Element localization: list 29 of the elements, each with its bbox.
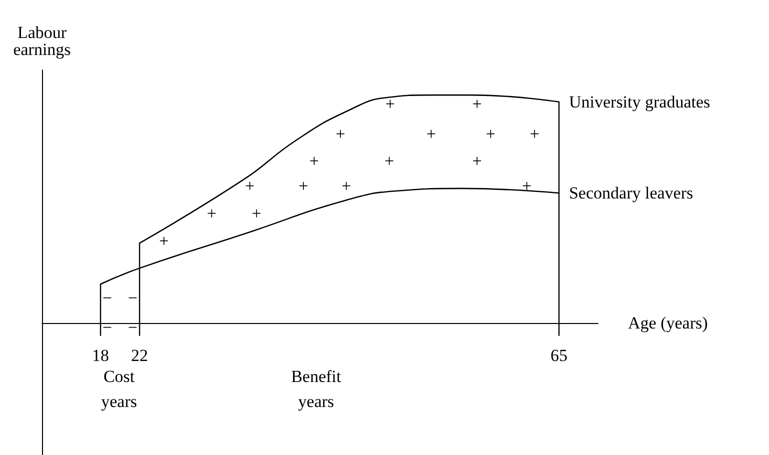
annotation: − [128,318,138,337]
annotation: + [522,176,532,196]
text: Benefit years [291,366,342,411]
annotation: + [384,152,394,171]
annotation: + [252,204,262,224]
x-tick-label: 18 [92,346,110,365]
y-axis-title: Labour earnings [13,23,71,59]
annotation: + [472,152,482,171]
annotation: + [159,231,169,250]
x-axis-title: Age (years) [628,313,708,332]
series-label: Secondary leavers [568,184,694,203]
annotation: − [128,288,138,308]
x-tick-label: 22 [131,346,148,365]
annotation: − [102,318,112,337]
annotation: + [426,124,436,144]
annotation: + [472,94,482,114]
x-tick-label: 65 [550,346,568,365]
annotation: + [486,124,496,144]
text: Cost years [101,366,137,411]
annotation: + [530,124,540,144]
annotation: + [298,176,308,196]
annotation: + [385,94,396,114]
annotation: + [336,124,346,144]
annotation: + [342,176,352,196]
annotation: + [244,176,255,196]
annotation: − [102,288,112,308]
series-label: University graduates [568,92,710,112]
annotation: + [309,152,319,171]
annotation: + [206,204,217,224]
